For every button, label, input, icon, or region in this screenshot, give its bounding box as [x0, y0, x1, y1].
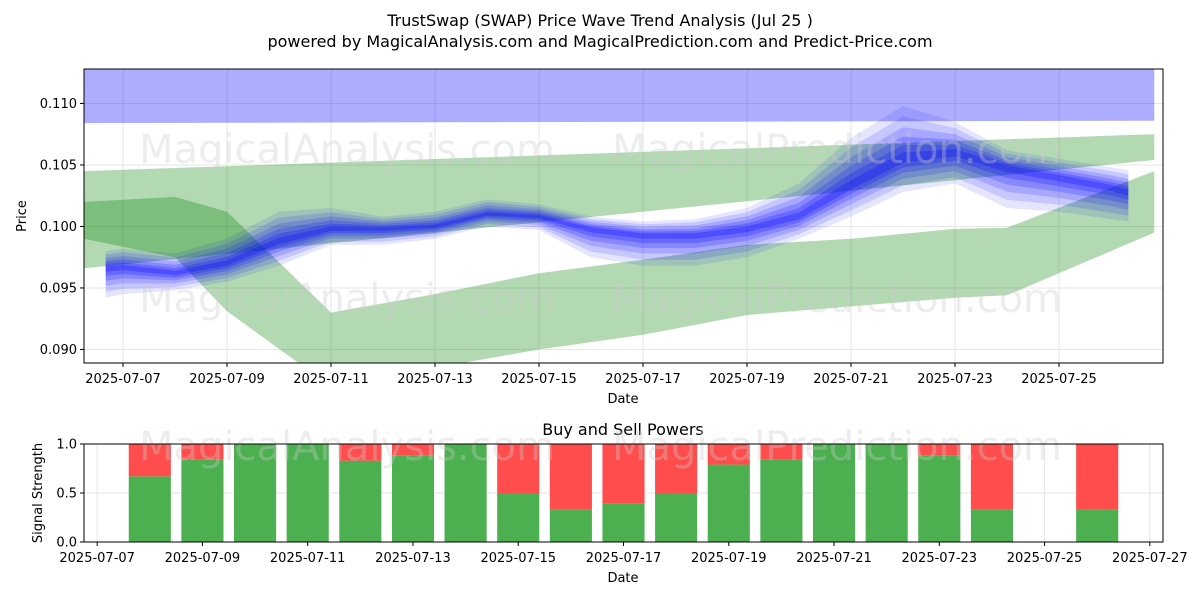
signal-chart-bars	[128, 444, 1119, 542]
sell-bar	[549, 444, 592, 510]
sell-bar	[181, 444, 224, 460]
signal-chart-tick-label-x: 2025-07-11	[270, 551, 346, 566]
sell-bar	[339, 444, 382, 461]
sell-bar	[918, 444, 961, 456]
buy-bar	[181, 459, 224, 542]
price-chart-tick-label-x: 2025-07-25	[1021, 372, 1097, 387]
buy-bar	[444, 444, 487, 542]
watermark-magical-analysis: MagicalAnalysis.com	[139, 424, 555, 470]
sell-bar	[602, 444, 645, 504]
signal-chart-tick-label-x: 2025-07-27	[1112, 551, 1188, 566]
sell-bar	[655, 444, 698, 493]
watermark-magical-prediction: MagicalPrediction.com	[612, 424, 1062, 470]
signal-chart-ylabel: Signal Strength	[31, 443, 46, 543]
price-chart-ticks: 2025-07-07 2025-07-09 2025-07-11 2025-07-13…	[40, 97, 1097, 387]
sell-bar	[707, 444, 750, 465]
signal-chart-tick-label-x: 2025-07-09	[165, 551, 241, 566]
price-chart: MagicalAnalysis.com MagicalPrediction.co…	[15, 68, 1164, 407]
trend-band	[84, 171, 1155, 363]
buy-bar	[812, 444, 856, 542]
price-chart-data	[84, 69, 1155, 363]
price-chart-tick-label-x: 2025-07-13	[397, 372, 473, 387]
price-chart-grid	[84, 69, 1163, 363]
price-wave-band	[105, 144, 1129, 278]
signal-chart-ticks: 2025-07-07 2025-07-09 2025-07-11 2025-07-13…	[56, 438, 1187, 567]
signal-chart-tick-label-y: 1.0	[56, 438, 77, 453]
price-chart-tick-label-x: 2025-07-07	[85, 372, 161, 387]
buy-bar	[234, 444, 277, 542]
buy-bar	[497, 493, 540, 542]
watermark-magical-prediction: MagicalPrediction.com	[612, 276, 1062, 322]
watermark-magical-analysis: MagicalAnalysis.com	[139, 276, 555, 322]
buy-bar	[602, 503, 645, 542]
signal-chart-title: Buy and Sell Powers	[542, 420, 704, 439]
chart-subtitle: powered by MagicalAnalysis.com and Magic…	[267, 32, 932, 51]
signal-chart-tick-label-x: 2025-07-19	[691, 551, 767, 566]
trend-band	[84, 69, 1155, 124]
price-chart-tick-label-y: 0.110	[40, 97, 77, 112]
buy-bar	[918, 455, 961, 542]
buy-bar	[128, 476, 171, 542]
buy-bar	[549, 509, 592, 542]
signal-chart-xlabel: Date	[607, 571, 638, 586]
signal-chart-tick-label-x: 2025-07-07	[59, 551, 135, 566]
signal-chart-tick-label-x: 2025-07-21	[796, 551, 872, 566]
price-chart-tick-label-x: 2025-07-23	[917, 372, 993, 387]
sell-bar	[760, 444, 803, 460]
watermark-magical-analysis: MagicalAnalysis.com	[139, 127, 555, 173]
sell-bar	[1076, 444, 1119, 510]
buy-bar	[970, 509, 1013, 542]
signal-chart-tick-label-x: 2025-07-15	[480, 551, 556, 566]
buy-bar	[865, 444, 908, 542]
signal-chart-tick-label-y: 0.5	[56, 487, 77, 502]
price-chart-tick-label-y: 0.100	[40, 220, 77, 235]
price-chart-tick-label-x: 2025-07-09	[189, 372, 265, 387]
buy-bar	[286, 444, 329, 542]
buy-bar	[707, 464, 750, 542]
sell-bar	[391, 444, 435, 456]
buy-bar	[760, 459, 803, 542]
price-chart-tick-label-x: 2025-07-17	[605, 372, 681, 387]
signal-chart-tick-label-x: 2025-07-17	[586, 551, 662, 566]
price-chart-background	[84, 69, 1163, 363]
price-wave-band	[105, 116, 1129, 292]
sell-bar	[970, 444, 1013, 510]
price-chart-tick-label-y: 0.095	[40, 281, 77, 296]
price-wave-band	[105, 127, 1129, 286]
price-chart-tick-label-x: 2025-07-11	[293, 372, 369, 387]
buy-bar	[339, 460, 382, 542]
signal-chart: Buy and Sell Powers MagicalAnalysis.com …	[31, 420, 1188, 586]
price-chart-tick-label-x: 2025-07-15	[501, 372, 577, 387]
price-chart-xlabel: Date	[607, 392, 638, 407]
chart-title: TrustSwap (SWAP) Price Wave Trend Analys…	[386, 11, 813, 30]
buy-bar	[391, 455, 435, 542]
signal-chart-tick-label-x: 2025-07-13	[375, 551, 451, 566]
watermark-magical-prediction: MagicalPrediction.com	[612, 127, 1062, 173]
price-chart-tick-label-x: 2025-07-19	[709, 372, 785, 387]
signal-chart-tick-label-x: 2025-07-23	[902, 551, 978, 566]
trend-band	[84, 134, 1155, 269]
signal-chart-tick-label-y: 0.0	[56, 536, 77, 551]
sell-bar	[497, 444, 540, 493]
price-wave-band	[105, 136, 1129, 281]
sell-bar	[128, 444, 171, 477]
signal-chart-tick-label-x: 2025-07-25	[1007, 551, 1083, 566]
price-chart-frame	[83, 68, 1164, 364]
price-chart-tick-label-y: 0.090	[40, 343, 77, 358]
price-wave-band	[105, 105, 1129, 298]
buy-bar	[655, 493, 698, 542]
buy-bar	[1076, 509, 1119, 542]
price-chart-ylabel: Price	[15, 200, 30, 232]
price-chart-tick-label-y: 0.105	[40, 158, 77, 173]
price-chart-tick-label-x: 2025-07-21	[813, 372, 889, 387]
